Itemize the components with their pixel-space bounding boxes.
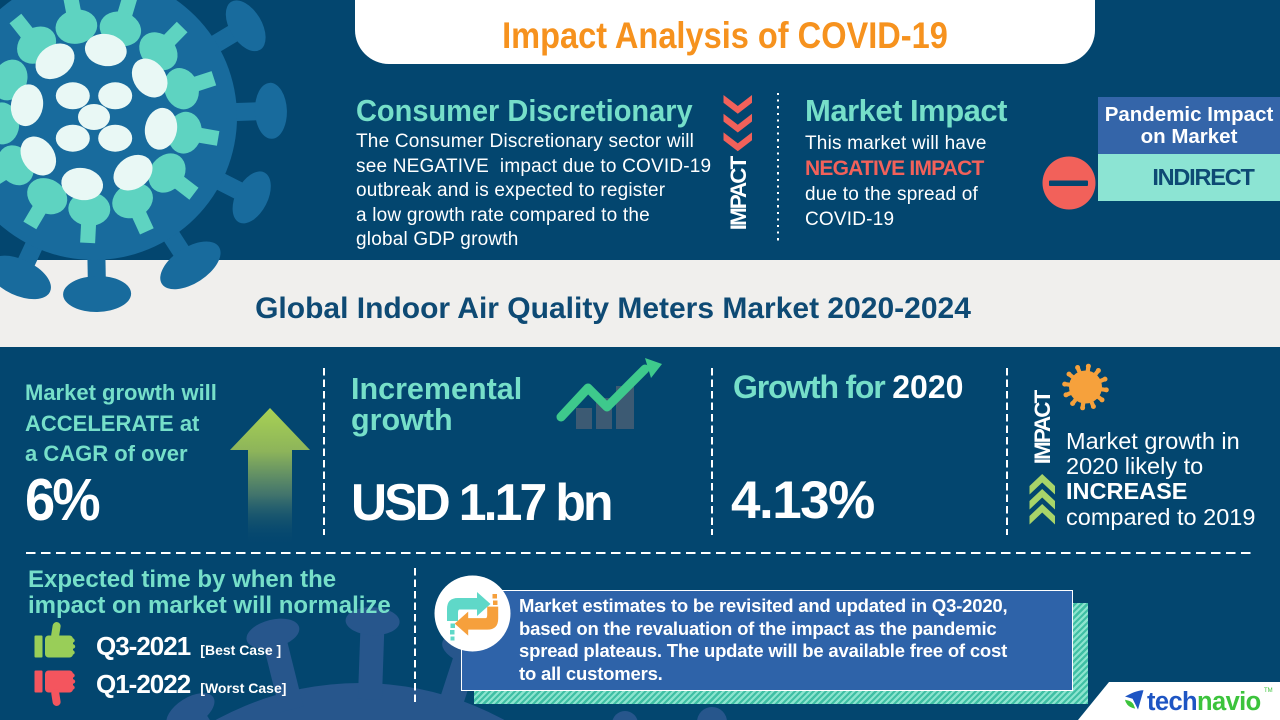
svg-text:technavio: technavio <box>1147 688 1261 716</box>
svg-text:TM: TM <box>1264 688 1273 694</box>
